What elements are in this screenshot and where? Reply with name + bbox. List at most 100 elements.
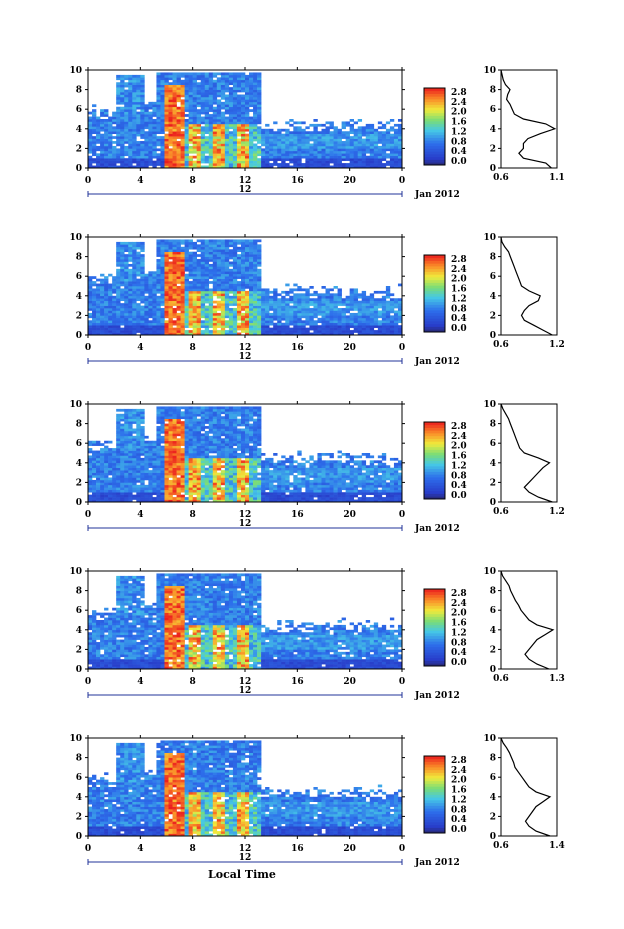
heatmap-cell (136, 467, 141, 471)
heatmap-cell (337, 303, 342, 306)
heatmap-cell (208, 155, 214, 159)
heatmap-cell (132, 244, 137, 248)
heatmap-cell (112, 131, 117, 134)
heatmap-cell (204, 84, 210, 88)
heatmap-cell (132, 418, 137, 422)
heatmap-cell (140, 119, 145, 122)
heatmap-cell (136, 295, 141, 299)
heatmap-cell (309, 133, 314, 137)
heatmap-cell (112, 305, 117, 309)
heatmap-cell (176, 266, 181, 270)
heatmap-cell (216, 293, 222, 297)
heatmap-cell (224, 145, 230, 149)
heatmap-cell (273, 160, 278, 164)
heatmap-cell (333, 141, 338, 144)
heatmap-cell (373, 131, 379, 134)
heatmap-cell (88, 126, 93, 130)
heatmap-cell (321, 158, 326, 161)
heatmap-cell (144, 322, 149, 326)
heatmap-cell (160, 150, 165, 154)
heatmap-cell (361, 143, 367, 147)
heatmap-cell (180, 104, 185, 108)
heatmap-cell (192, 254, 197, 257)
heatmap-cell (257, 87, 262, 90)
heatmap-cell (176, 320, 181, 324)
heatmap-cell (116, 89, 121, 93)
heatmap-cell (253, 283, 258, 287)
heatmap-cell (160, 457, 165, 461)
heatmap-cell (204, 263, 210, 267)
heatmap-cell (168, 148, 173, 152)
heatmap-cell (160, 261, 165, 265)
heatmap-cell (249, 96, 254, 100)
heatmap-cell (116, 153, 121, 157)
heatmap-cell (289, 298, 294, 301)
heatmap-cell (240, 300, 246, 304)
heatmap-cell (249, 165, 254, 169)
heatmap-cell (289, 322, 294, 326)
heatmap-cell (240, 303, 246, 306)
heatmap-cell (120, 126, 125, 130)
heatmap-cell (164, 438, 169, 442)
heatmap-cell (128, 141, 133, 144)
heatmap-cell (397, 163, 403, 166)
heatmap-cell (245, 77, 250, 81)
heatmap-cell (180, 251, 185, 255)
heatmap-cell (128, 286, 133, 289)
heatmap-cell (240, 150, 246, 154)
heatmap-cell (120, 84, 125, 88)
heatmap-cell (180, 494, 185, 498)
heatmap-cell (188, 158, 193, 161)
heatmap-cell (216, 106, 222, 110)
heatmap-cell (132, 254, 137, 257)
heatmap-cell (136, 92, 141, 95)
heatmap-cell (381, 310, 387, 314)
heatmap-cell (136, 111, 141, 115)
heatmap-cell (144, 273, 149, 277)
heatmap-cell (365, 312, 371, 316)
heatmap-cell (88, 121, 93, 125)
heatmap-cell (277, 138, 282, 142)
heatmap-cell (273, 153, 278, 157)
heatmap-cell (176, 99, 181, 103)
heatmap-cell (249, 254, 254, 257)
heatmap-cell (393, 128, 399, 132)
heatmap-cell (297, 300, 302, 304)
heatmap-cell (116, 467, 121, 471)
heatmap-cell (277, 317, 282, 321)
heatmap-cell (249, 312, 254, 316)
heatmap-cell (184, 239, 189, 243)
heatmap-cell (220, 84, 226, 88)
heatmap-cell (265, 317, 270, 321)
heatmap-cell (345, 153, 350, 157)
heatmap-cell (393, 303, 399, 306)
heatmap-cell (160, 428, 165, 432)
heatmap-cell (132, 440, 137, 444)
heatmap-cell (224, 325, 230, 328)
heatmap-cell (192, 295, 197, 299)
heatmap-cell (361, 308, 367, 311)
heatmap-cell (220, 244, 226, 248)
heatmap-cell (196, 266, 202, 270)
heatmap-cell (196, 310, 202, 314)
heatmap-cell (172, 440, 177, 444)
heatmap-cell (200, 303, 206, 306)
heatmap-cell (345, 327, 350, 331)
heatmap-cell (176, 330, 181, 333)
heatmap-cell (397, 305, 403, 309)
heatmap-cell (224, 332, 230, 336)
heatmap-cell (329, 317, 334, 321)
heatmap-cell (313, 119, 318, 122)
heatmap-cell (148, 448, 153, 451)
heatmap-cell (212, 259, 218, 262)
heatmap-cell (277, 158, 282, 161)
heatmap-cell (172, 281, 177, 284)
heatmap-cell (96, 325, 101, 328)
heatmap-cell (164, 462, 169, 466)
heatmap-cell (160, 244, 165, 248)
heatmap-cell (261, 163, 266, 166)
heatmap-cell (140, 244, 145, 248)
heatmap-cell (136, 148, 141, 152)
heatmap-cell (192, 271, 197, 275)
heatmap-cell (128, 150, 133, 154)
